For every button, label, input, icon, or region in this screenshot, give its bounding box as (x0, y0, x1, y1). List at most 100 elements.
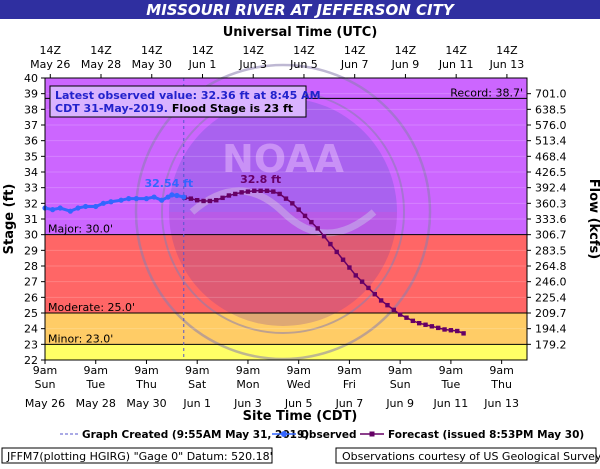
stage-tick-label: 23 (24, 338, 38, 351)
value-annotations: 32.54 ft 32.8 ft (144, 173, 281, 190)
stage-tick-label: 32 (24, 197, 38, 210)
cdt-tick-day: Fri (343, 378, 356, 391)
forecast-point (239, 190, 244, 195)
observed-point (159, 197, 165, 203)
cdt-tick-time: 9am (489, 364, 513, 377)
flow-tick-label: 360.3 (535, 197, 567, 210)
utc-tick-date: Jun 11 (438, 58, 474, 71)
forecast-point (391, 307, 397, 313)
annotation-label: 32.54 ft (144, 177, 193, 190)
stage-tick-label: 34 (24, 166, 38, 179)
flood-stage-text: Flood Stage is 23 ft (168, 102, 293, 115)
cdt-tick-date: Jun 11 (433, 397, 469, 410)
forecast-point (461, 331, 466, 336)
observed-point (75, 205, 81, 211)
forecast-point (416, 320, 422, 326)
forecast-point (429, 324, 435, 329)
forecast-point (258, 188, 263, 193)
bottom-axis-title: Site Time (CDT) (243, 409, 358, 424)
flow-tick-label: 576.0 (535, 119, 567, 132)
forecast-point (252, 188, 257, 193)
latest-value-date: CDT 31-May-2019. (55, 102, 168, 115)
forecast-point (372, 292, 377, 297)
flow-tick-label: 392.4 (535, 182, 567, 195)
title-bar (0, 0, 600, 19)
forecast-point (397, 312, 403, 317)
flow-tick-label: 225.4 (535, 291, 567, 304)
cdt-tick-date: Jun 7 (335, 397, 364, 410)
cdt-tick-day: Thu (135, 378, 157, 391)
forecast-point (309, 219, 314, 225)
stage-tick-label: 30 (24, 229, 38, 242)
utc-tick-date: Jun 5 (289, 58, 318, 71)
category-label-record: Record: 38.7' (450, 86, 523, 99)
forecast-point (220, 195, 225, 201)
forecast-point (245, 189, 251, 194)
flow-tick-label: 333.6 (535, 213, 567, 226)
flow-tick-label: 638.5 (535, 103, 567, 116)
footer-datum-box (1, 447, 273, 464)
cdt-tick-day: Thu (490, 378, 512, 391)
cdt-tick-date: Jun 5 (284, 397, 313, 410)
utc-tick-date: May 28 (81, 58, 121, 71)
observed-point (57, 205, 63, 211)
observed-point (93, 203, 99, 210)
forecast-point (233, 191, 238, 197)
stage-tick-label: 33 (24, 182, 38, 195)
cdt-tick-time: 9am (388, 364, 412, 377)
cdt-tick-day: Tue (85, 378, 105, 391)
forecast-series (182, 188, 466, 336)
cdt-tick-day: Sun (390, 378, 411, 391)
category-label-moderate: Moderate: 25.0' (48, 301, 135, 314)
utc-tick-time: 14Z (395, 44, 417, 57)
utc-tick-time: 14Z (445, 44, 467, 57)
latest-value-line2: CDT 31-May-2019. Flood Stage is 23 ft (55, 102, 293, 115)
cdt-tick-date: Jun 9 (385, 397, 414, 410)
cdt-tick-time: 9am (286, 364, 310, 377)
flow-tick-label: 209.7 (535, 307, 567, 320)
observed-point (151, 194, 157, 200)
stage-tick-label: 36 (24, 135, 38, 148)
forecast-point (436, 325, 441, 331)
utc-tick-time: 14Z (496, 44, 518, 57)
annotation-label: 32.8 ft (240, 173, 281, 186)
stage-tick-label: 28 (24, 260, 38, 273)
stage-tick-label: 39 (24, 88, 38, 101)
flow-tick-label: 513.4 (535, 135, 567, 148)
forecast-point (359, 279, 365, 284)
flow-axis: 179.2 194.4 209.7 225.4 246.0 264.8 283.5 306.7… (527, 88, 567, 351)
stage-axis: 22 23 24 25 26 27 28 29 30 31 32 33 34 35 36 37 38 39 40 (24, 72, 45, 367)
flow-tick-label: 246.0 (535, 276, 567, 289)
cdt-tick-day: Tue (440, 378, 460, 391)
observed-point (82, 203, 89, 210)
utc-tick-date: May 26 (30, 58, 70, 71)
legend-forecast-marker (369, 431, 375, 437)
forecast-point (226, 193, 232, 198)
cdt-tick-time: 9am (84, 364, 108, 377)
forecast-point (442, 327, 447, 332)
forecast-point (315, 226, 320, 231)
observed-point (143, 196, 150, 202)
forecast-point (455, 328, 460, 334)
forecast-point (264, 188, 270, 193)
observed-point (133, 196, 139, 202)
forecast-point (277, 191, 282, 197)
stage-tick-label: 38 (24, 103, 38, 116)
cdt-tick-time: 9am (236, 364, 260, 377)
cdt-tick-time: 9am (185, 364, 209, 377)
cdt-tick-date: May 28 (76, 397, 116, 410)
footer-credit-text: Observations courtesy of US Geological S… (342, 450, 600, 463)
cdt-tick-date: May 26 (25, 397, 65, 410)
observed-point (181, 194, 187, 200)
forecast-point (328, 241, 333, 247)
utc-tick-time: 14Z (192, 44, 214, 57)
forecast-point (290, 201, 295, 206)
forecast-point (302, 213, 308, 219)
forecast-point (334, 249, 339, 255)
observed-point (126, 196, 132, 202)
noaa-watermark-text: NOAA (222, 137, 344, 181)
forecast-point (423, 322, 428, 327)
chart-title: MISSOURI RIVER AT JEFFERSON CITY (146, 1, 456, 19)
